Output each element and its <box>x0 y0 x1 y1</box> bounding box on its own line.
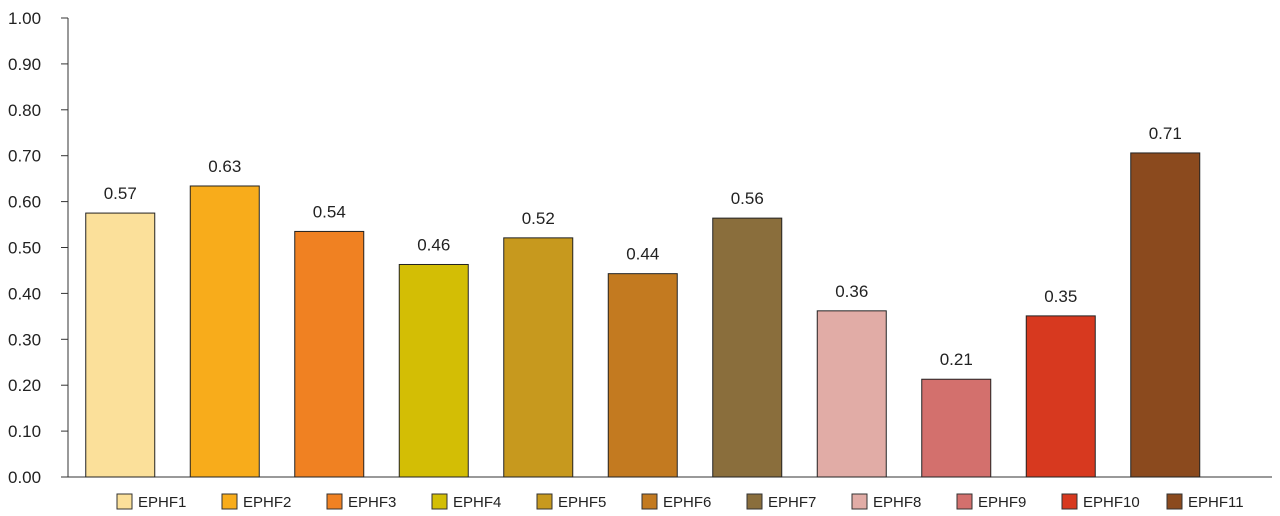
bar-ephf6 <box>607 273 678 478</box>
legend-label-ephf9: EPHF9 <box>978 494 1026 511</box>
legend-swatch-ephf10 <box>1061 493 1078 510</box>
data-label-ephf7: 0.56 <box>731 189 764 208</box>
y-tick-label: 0.50 <box>8 239 41 258</box>
bar-ephf11 <box>1130 152 1201 478</box>
legend-swatch-ephf7 <box>746 493 763 510</box>
bar-ephf3 <box>294 230 365 478</box>
legend-label-ephf4: EPHF4 <box>453 494 501 511</box>
data-label-ephf8: 0.36 <box>835 282 868 301</box>
bar-ephf4 <box>398 263 469 478</box>
data-labels: 0.57 0.63 0.54 0.46 0.52 0.44 0.56 0.36 0.21 0.35… <box>104 124 1182 369</box>
bar-ephf10 <box>1025 315 1096 478</box>
legend-label-ephf11: EPHF11 <box>1188 494 1244 511</box>
legend-swatch-ephf5 <box>536 493 553 510</box>
y-tick-label: 0.40 <box>8 284 41 303</box>
y-tick-label: 0.80 <box>8 101 41 120</box>
legend-label-ephf3: EPHF3 <box>348 494 396 511</box>
data-label-ephf6: 0.44 <box>626 245 659 264</box>
legend-label-ephf5: EPHF5 <box>558 494 606 511</box>
y-tick-label: 0.60 <box>8 193 41 212</box>
bar-ephf7 <box>712 217 783 478</box>
y-tick-label: 0.20 <box>8 376 41 395</box>
data-label-ephf11: 0.71 <box>1149 124 1182 143</box>
legend-swatch-ephf4 <box>431 493 448 510</box>
legend-label-ephf8: EPHF8 <box>873 494 921 511</box>
y-tick-label: 1.00 <box>8 9 41 28</box>
bar-ephf9 <box>921 378 992 478</box>
legend-swatch-ephf2 <box>221 493 238 510</box>
y-tick-label: 0.30 <box>8 330 41 349</box>
data-label-ephf3: 0.54 <box>313 202 346 221</box>
data-label-ephf9: 0.21 <box>940 350 973 369</box>
bar-ephf1 <box>85 212 156 478</box>
y-tick-label: 0.10 <box>8 422 41 441</box>
legend-swatch-ephf1 <box>116 493 133 510</box>
legend-label-ephf6: EPHF6 <box>663 494 711 511</box>
bar-ephf5 <box>503 237 574 478</box>
data-label-ephf2: 0.63 <box>208 157 241 176</box>
data-label-ephf1: 0.57 <box>104 184 137 203</box>
data-label-ephf5: 0.52 <box>522 209 555 228</box>
legend-swatch-ephf8 <box>851 493 868 510</box>
legend-label-ephf7: EPHF7 <box>768 494 816 511</box>
legend-swatch-ephf6 <box>641 493 658 510</box>
y-tick-label: 0.70 <box>8 147 41 166</box>
bar-ephf8 <box>816 310 887 478</box>
y-tick-label: 0.00 <box>8 468 41 487</box>
legend-label-ephf10: EPHF10 <box>1083 494 1140 511</box>
data-label-ephf4: 0.46 <box>417 235 450 254</box>
legend: EPHF1 EPHF2 EPHF3 EPHF4 EPHF5 EPHF6 EPHF7 EPHF8… <box>116 493 1244 511</box>
legend-label-ephf1: EPHF1 <box>138 494 186 511</box>
bars <box>85 152 1201 478</box>
data-label-ephf10: 0.35 <box>1044 287 1077 306</box>
legend-swatch-ephf9 <box>956 493 973 510</box>
legend-label-ephf2: EPHF2 <box>243 494 291 511</box>
legend-swatch-ephf11 <box>1166 493 1183 510</box>
legend-swatch-ephf3 <box>326 493 343 510</box>
y-tick-label: 0.90 <box>8 55 41 74</box>
y-axis: 0.00 0.10 0.20 0.30 0.40 0.50 0.60 0.70 0.80 0.90… <box>8 9 69 487</box>
bar-ephf2 <box>189 185 260 478</box>
